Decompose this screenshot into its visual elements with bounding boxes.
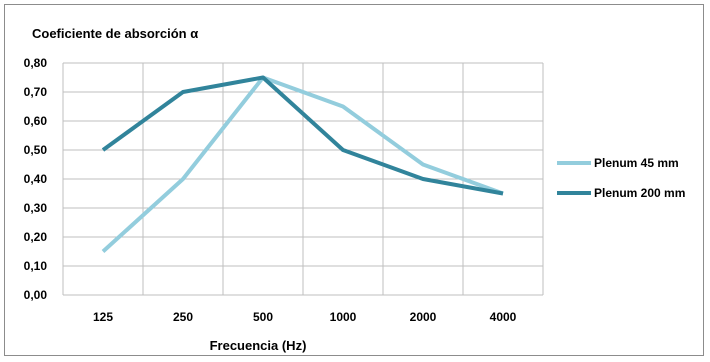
y-tick-label: 0,60: [24, 114, 48, 128]
x-tick-label: 1000: [330, 310, 357, 324]
y-tick-label: 0,30: [24, 201, 48, 215]
x-tick-label: 2000: [410, 310, 437, 324]
chart-title: Coeficiente de absorción α: [32, 26, 198, 41]
y-tick-label: 0,10: [24, 259, 48, 273]
legend-label-1: Plenum 45 mm: [594, 156, 679, 170]
series-line-1: [101, 75, 504, 253]
y-tick-label: 0,80: [24, 56, 48, 70]
series-lines: [101, 75, 504, 253]
x-tick-label: 4000: [490, 310, 517, 324]
x-tick-labels: 125 250 500 1000 2000 4000: [93, 310, 517, 324]
y-tick-label: 0,70: [24, 85, 48, 99]
y-tick-label: 0,00: [24, 288, 48, 302]
x-tick-label: 250: [173, 310, 193, 324]
x-axis-label: Frecuencia (Hz): [210, 338, 307, 353]
grid: [62, 62, 544, 296]
series-line-2: [101, 75, 504, 196]
x-tick-label: 125: [93, 310, 113, 324]
y-tick-label: 0,20: [24, 230, 48, 244]
x-tick-label: 500: [253, 310, 273, 324]
y-tick-label: 0,50: [24, 143, 48, 157]
legend-label-2: Plenum 200 mm: [594, 186, 685, 200]
y-tick-labels: 0,00 0,10 0,20 0,30 0,40 0,50 0,60 0,70 0,80: [24, 56, 48, 302]
legend: Plenum 45 mm Plenum 200 mm: [557, 156, 685, 200]
y-tick-label: 0,40: [24, 172, 48, 186]
